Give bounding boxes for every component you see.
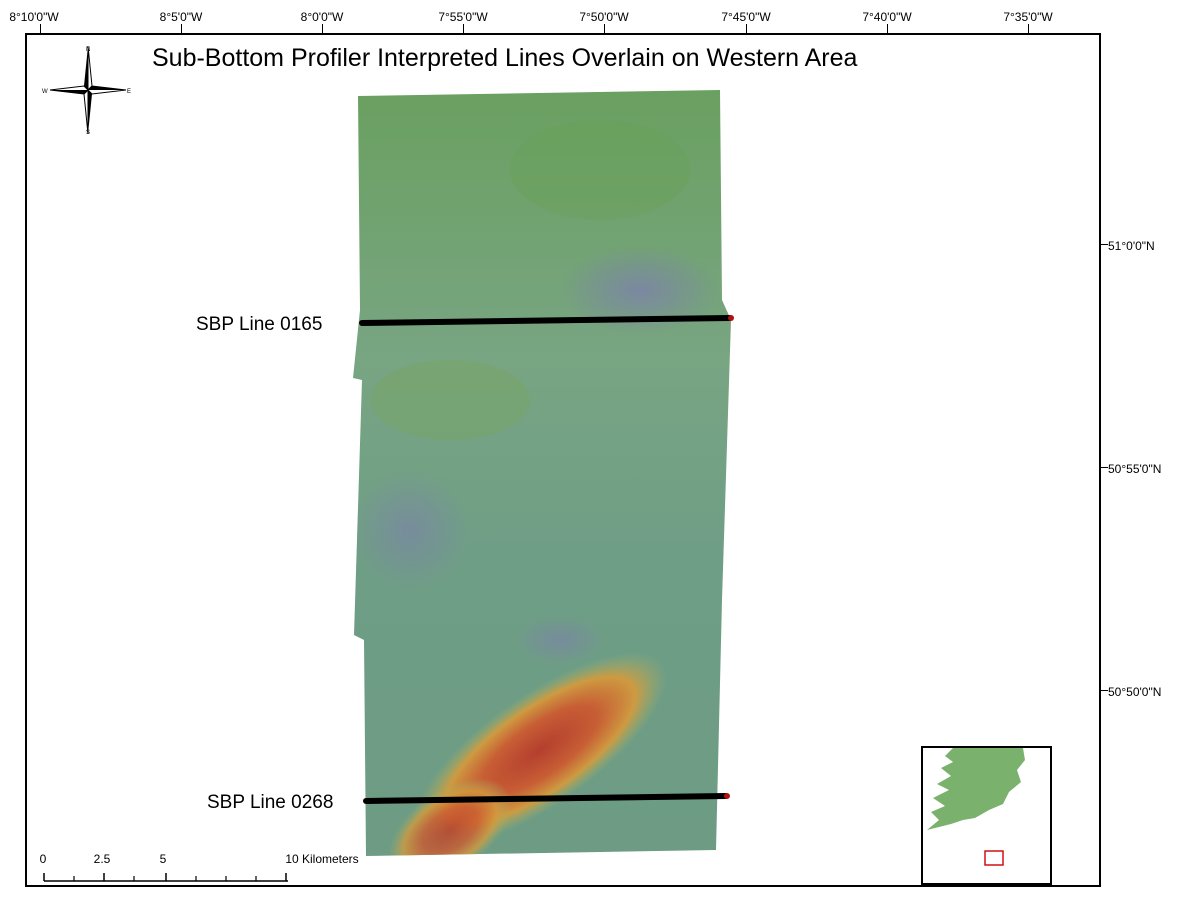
longitude-tick-mark [604, 24, 605, 33]
sbp-line-0165 [359, 315, 733, 326]
scale-label: 5 [159, 852, 167, 866]
sbp-line-label: SBP Line 0268 [207, 792, 334, 813]
latitude-tick-mark [1101, 244, 1108, 245]
compass-s: S [86, 130, 90, 136]
scale-label: 10 Kilometers [285, 852, 359, 866]
longitude-tick-label: 8°5'0"W [159, 10, 203, 24]
longitude-tick-label: 7°40'0"W [862, 10, 912, 24]
latitude-tick-label: 51°0'0"N [1108, 239, 1155, 253]
latitude-tick-mark [1101, 690, 1108, 691]
longitude-tick-label: 7°45'0"W [721, 10, 771, 24]
latitude-tick-label: 50°50'0"N [1108, 685, 1162, 699]
compass-w: W [42, 89, 48, 95]
map-title: Sub-Bottom Profiler Interpreted Lines Ov… [152, 44, 858, 72]
longitude-tick-mark [463, 24, 464, 33]
longitude-tick-mark [1028, 24, 1029, 33]
north-arrow-compass-icon: N S W E [42, 45, 131, 136]
latitude-tick-mark [1101, 467, 1108, 468]
scale-label: 0 [39, 852, 47, 866]
study-area-box [984, 850, 1004, 866]
latitude-tick-label: 50°55'0"N [1108, 462, 1162, 476]
sbp-line-0268 [363, 793, 729, 804]
longitude-tick-label: 7°35'0"W [1003, 10, 1053, 24]
inset-map-svg [927, 748, 1025, 866]
longitude-tick-mark [322, 24, 323, 33]
land-mass [927, 748, 1025, 830]
compass-e: E [127, 89, 131, 95]
longitude-tick-label: 7°55'0"W [438, 10, 488, 24]
scale-bar [43, 873, 288, 882]
longitude-tick-label: 8°0'0"W [300, 10, 344, 24]
longitude-tick-mark [181, 24, 182, 33]
scale-label: 2.5 [93, 852, 111, 866]
longitude-tick-label: 8°10'0"W [9, 10, 59, 24]
sbp-line-label: SBP Line 0165 [196, 314, 323, 335]
inset-locator-map [921, 746, 1052, 885]
longitude-tick-mark [887, 24, 888, 33]
longitude-tick-mark [40, 24, 41, 33]
compass-n: N [86, 47, 90, 53]
longitude-tick-label: 7°50'0"W [579, 10, 629, 24]
longitude-tick-mark [746, 24, 747, 33]
